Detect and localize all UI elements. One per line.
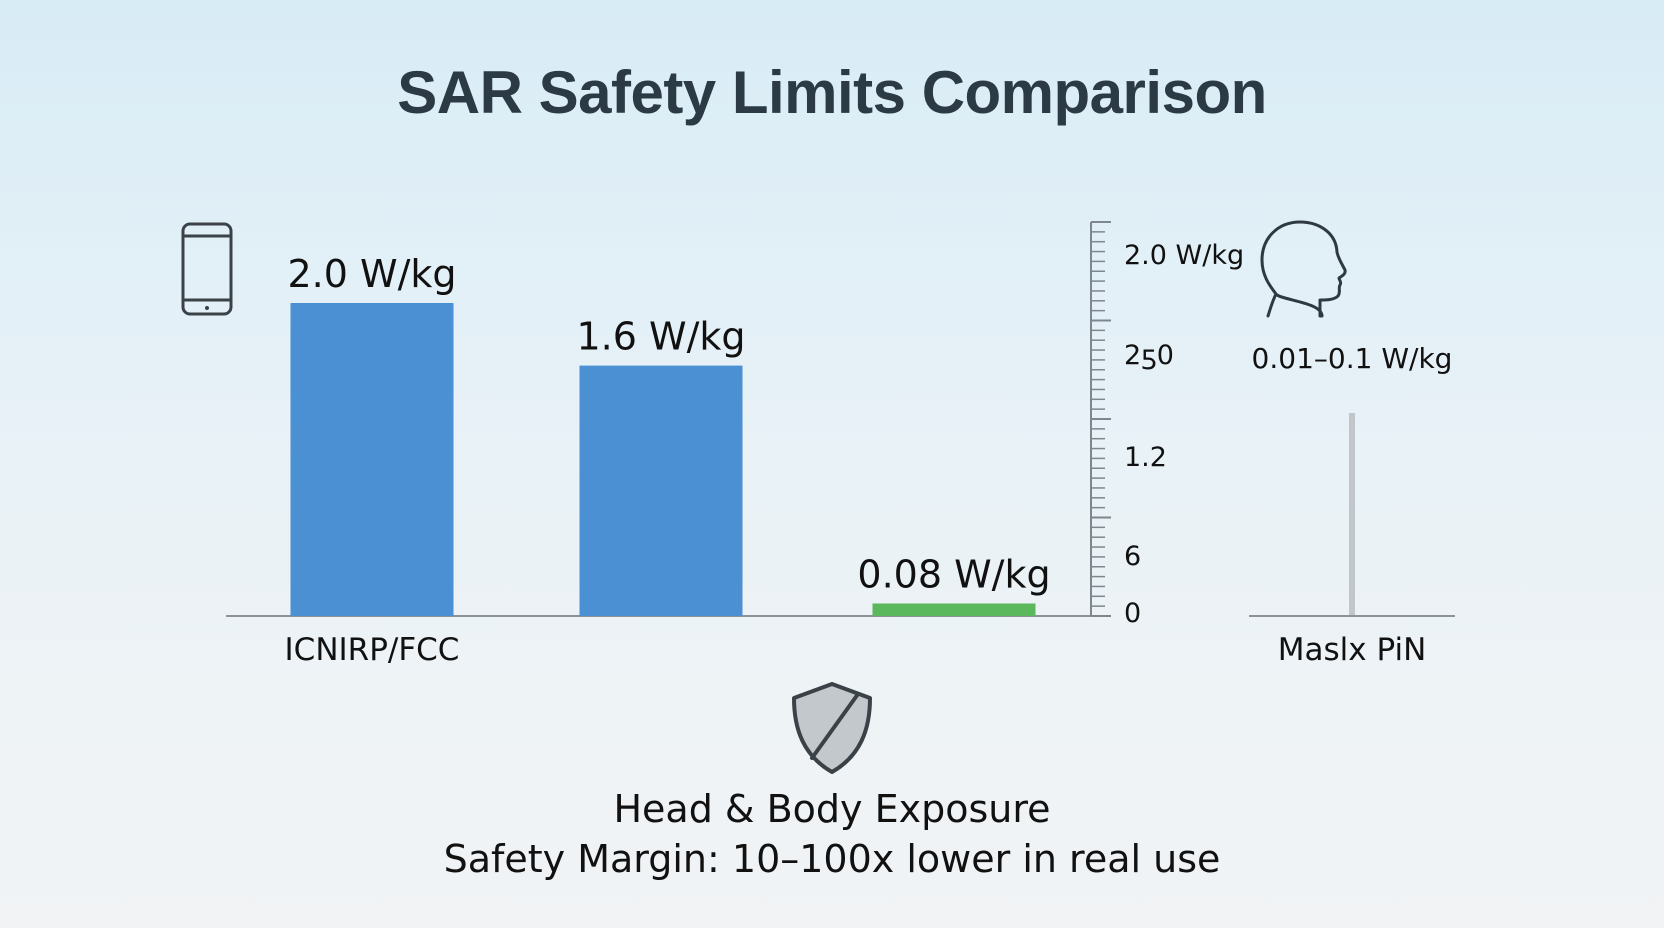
bar-value-label-1: 1.6 W/kg bbox=[576, 315, 745, 359]
side-indicator-line bbox=[1349, 413, 1355, 616]
bar-1 bbox=[579, 365, 743, 616]
shield-icon bbox=[792, 682, 872, 774]
scale-ruler bbox=[1090, 221, 1111, 617]
axis-tick-label-250: 2ƽ0 bbox=[1124, 340, 1174, 371]
page-title: SAR Safety Limits Comparison bbox=[397, 59, 1267, 126]
axis-tick-label-6: 6 bbox=[1124, 541, 1141, 572]
side-category-label: Maslx PiN bbox=[1278, 632, 1427, 668]
bar-value-label-0: 2.0 W/kg bbox=[287, 252, 456, 296]
axis-tick-label-1-2: 1.2 bbox=[1124, 442, 1167, 473]
bar-2 bbox=[872, 603, 1036, 616]
category-label-icnirp-fcc: ICNIRP/FCC bbox=[285, 632, 460, 668]
footer: Head & Body Exposure Safety Margin: 10–1… bbox=[0, 784, 1664, 884]
bar-0 bbox=[290, 303, 454, 616]
bar-value-label-2: 0.08 W/kg bbox=[857, 552, 1050, 596]
axis-tick-label-2-0: 2.0 W/kg bbox=[1124, 240, 1244, 271]
head-profile-outline bbox=[1260, 220, 1347, 318]
phone-icon bbox=[181, 222, 233, 316]
footer-line-2: Safety Margin: 10–100x lower in real use bbox=[443, 837, 1221, 881]
bars-group: 2.0 W/kg 1.6 W/kg 0.08 W/kg bbox=[287, 252, 1051, 616]
footer-line-1: Head & Body Exposure bbox=[613, 787, 1051, 831]
side-value-label: 0.01–0.1 W/kg bbox=[1252, 342, 1453, 375]
axis-tick-label-0: 0 bbox=[1124, 598, 1141, 629]
